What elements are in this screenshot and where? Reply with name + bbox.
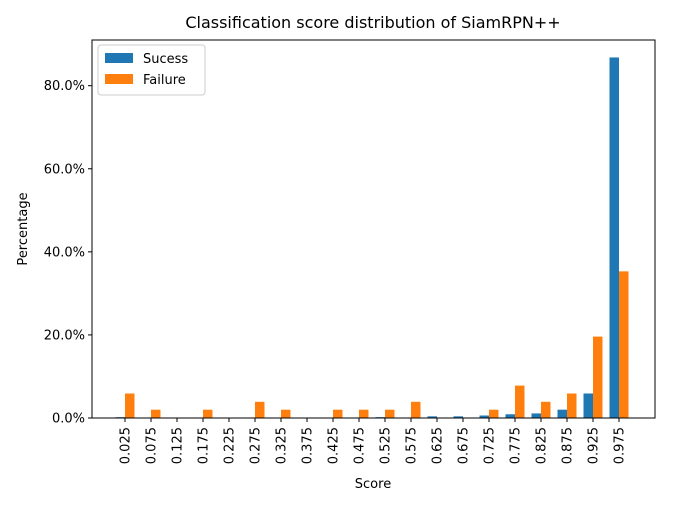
x-tick-label: 0.075 bbox=[145, 427, 160, 464]
x-tick-label: 0.825 bbox=[535, 427, 550, 464]
bar-success-0.725 bbox=[479, 415, 489, 418]
bar-success-0.825 bbox=[531, 413, 541, 418]
x-tick-label: 0.425 bbox=[327, 427, 342, 464]
bar-success-0.975 bbox=[609, 57, 619, 418]
bar-failure-0.575 bbox=[411, 401, 421, 418]
x-tick-label: 0.325 bbox=[275, 427, 290, 464]
bar-failure-0.775 bbox=[515, 385, 525, 418]
plot-frame bbox=[91, 39, 656, 419]
x-tick-label: 0.175 bbox=[197, 427, 212, 464]
x-tick-label: 0.725 bbox=[483, 427, 498, 464]
y-axis-label: Percentage bbox=[16, 192, 31, 265]
bar-failure-0.725 bbox=[489, 409, 499, 418]
y-tick-label: 20.0% bbox=[44, 328, 85, 343]
y-tick-label: 60.0% bbox=[44, 162, 85, 177]
x-tick-label: 0.025 bbox=[119, 427, 134, 464]
bar-success-0.875 bbox=[557, 409, 567, 418]
bar-failure-0.925 bbox=[593, 336, 603, 418]
plot-area: 0.025 0.075 0.125 0.175 0.225 0.275 0.325 0.375… bbox=[44, 39, 656, 464]
x-tick-label: 0.575 bbox=[405, 427, 420, 464]
x-tick-label: 0.525 bbox=[379, 427, 394, 464]
bar-failure-0.525 bbox=[385, 409, 395, 418]
x-tick-label: 0.125 bbox=[171, 427, 186, 464]
x-tick-label: 0.225 bbox=[223, 427, 238, 464]
bar-success-0.625 bbox=[427, 416, 437, 418]
bar-failure-0.475 bbox=[359, 409, 369, 418]
x-tick-label: 0.275 bbox=[249, 427, 264, 464]
bar-failure-0.175 bbox=[203, 409, 213, 418]
x-tick-label: 0.775 bbox=[509, 427, 524, 464]
x-tick-label: 0.875 bbox=[561, 427, 576, 464]
bar-failure-0.875 bbox=[567, 393, 577, 418]
bar-failure-0.325 bbox=[281, 409, 291, 418]
bar-success-0.775 bbox=[505, 414, 515, 418]
bar-success-0.675 bbox=[453, 416, 463, 418]
x-axis-label: Score bbox=[355, 477, 391, 492]
y-tick-label: 80.0% bbox=[44, 79, 85, 94]
y-tick-label: 0.0% bbox=[52, 412, 85, 427]
bar-failure-0.425 bbox=[333, 409, 343, 418]
y-tick-label: 40.0% bbox=[44, 245, 85, 260]
x-tick-label: 0.475 bbox=[353, 427, 368, 464]
bar-success-0.925 bbox=[583, 393, 593, 418]
bar-failure-0.075 bbox=[151, 409, 161, 418]
x-tick-label: 0.375 bbox=[301, 427, 316, 464]
legend-swatch bbox=[105, 53, 133, 63]
legend-label: Failure bbox=[143, 73, 186, 88]
x-tick-label: 0.925 bbox=[587, 427, 602, 464]
legend: Sucess Failure bbox=[97, 44, 206, 96]
x-tick-label: 0.975 bbox=[613, 427, 628, 464]
chart-title: Classification score distribution of Sia… bbox=[185, 13, 560, 32]
legend-swatch bbox=[105, 74, 133, 84]
bar-failure-0.825 bbox=[541, 401, 551, 418]
bar-failure-0.025 bbox=[125, 393, 135, 418]
x-tick-label: 0.675 bbox=[457, 427, 472, 464]
bar-failure-0.975 bbox=[619, 271, 629, 418]
legend-label: Sucess bbox=[143, 52, 188, 67]
x-tick-label: 0.625 bbox=[431, 427, 446, 464]
bar-failure-0.275 bbox=[255, 401, 265, 418]
